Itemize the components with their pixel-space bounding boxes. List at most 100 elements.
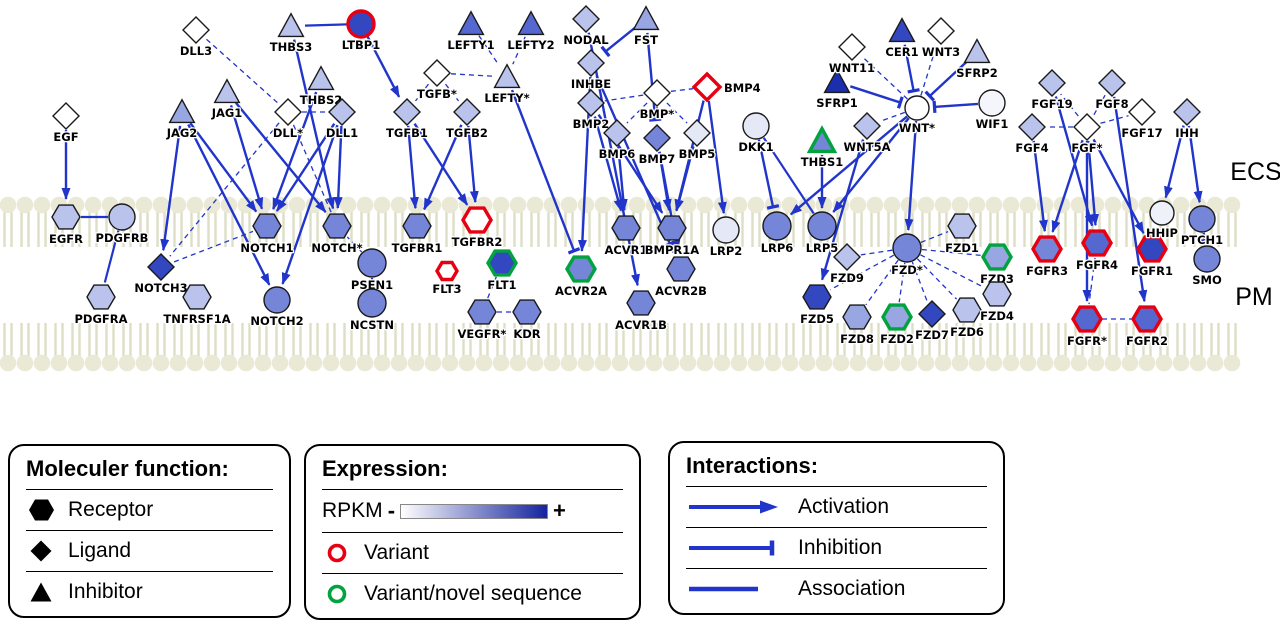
edge-FGF*-FGF17 — [1100, 115, 1129, 124]
legend-item-variant-novel-sequence: Variant/novel sequence — [322, 574, 623, 614]
node-label-DLL3: DLL3 — [180, 44, 212, 58]
node-label-TGFBR2: TGFBR2 — [452, 235, 503, 249]
node-TGFB2: TGFB2 — [445, 98, 489, 141]
node-FGFR1: FGFR1 — [1130, 235, 1174, 279]
edge-TGFB2-TGFBR1 — [423, 124, 463, 211]
legend-function-rows: Receptor Ligand Inhibitor — [26, 490, 273, 612]
legend-interactions-title: Interactions: — [686, 449, 987, 487]
node-label-BMP4: BMP4 — [724, 81, 761, 95]
node-label-TGFB1: TGFB1 — [386, 126, 428, 140]
node-TGFBR1: TGFBR1 — [390, 213, 444, 256]
line-icon — [686, 580, 786, 598]
edge-FGFR4-FGFR* — [1088, 257, 1096, 305]
rpkm-min: - — [387, 498, 396, 523]
node-label-FGFR1: FGFR1 — [1131, 264, 1173, 278]
legend-item-activation: Activation — [686, 487, 987, 528]
node-label-THBS3: THBS3 — [270, 40, 313, 54]
node-EGF: EGF — [52, 102, 80, 145]
node-FGFR2: FGFR2 — [1125, 305, 1169, 349]
node-label-WIF1: WIF1 — [976, 117, 1009, 131]
tee-icon — [686, 539, 786, 557]
legend-expression-title: Expression: — [322, 452, 623, 490]
node-DLL1: DLL1 — [325, 98, 359, 141]
node-label-FZD9: FZD9 — [830, 271, 864, 285]
edge-TGFB1-TGFBR1 — [407, 125, 419, 210]
pm-label: PM — [1235, 283, 1273, 311]
legend-molecular-function: Moleculer function: Receptor Ligand Inhibi… — [8, 444, 291, 618]
node-label-DKK1: DKK1 — [738, 140, 773, 154]
edge-PTCH1-SMO — [1198, 232, 1211, 243]
node-NOTCH2: NOTCH2 — [249, 286, 305, 329]
edge-FZD*-FZD3 — [921, 248, 983, 257]
node-FZD3: FZD3 — [979, 243, 1015, 287]
edge-FGF*-FGF19 — [1060, 93, 1079, 117]
node-WNT3: WNT3 — [921, 17, 961, 60]
edge-SFRP2-WNT* — [924, 60, 968, 102]
node-label-LEFTY2: LEFTY2 — [507, 38, 554, 52]
edge-FGF4-FGFR3 — [1032, 140, 1048, 233]
node-FLT3: FLT3 — [431, 260, 463, 297]
node-label-BMP5: BMP5 — [679, 147, 716, 161]
edge-FZD*-FZD4 — [920, 254, 984, 288]
node-label-FGFR*: FGFR* — [1067, 334, 1107, 348]
node-label-FGF*: FGF* — [1071, 141, 1102, 155]
node-label-EGFR: EGFR — [49, 232, 83, 246]
edge-WNT5A-FZD5 — [820, 139, 865, 281]
node-label-DLL1: DLL1 — [326, 126, 358, 140]
edge-FZD*-FZD9 — [860, 249, 893, 256]
node-label-FLT1: FLT1 — [487, 278, 516, 292]
node-label-BMP6: BMP6 — [599, 147, 636, 161]
node-label-TNFRSF1A: TNFRSF1A — [163, 312, 230, 326]
edge-LTBP1-TGFB1 — [366, 35, 401, 98]
node-BMP6: BMP6 — [597, 119, 637, 162]
node-label-NOTCH1: NOTCH1 — [240, 241, 293, 255]
edge-WNT*-FZD* — [904, 120, 918, 231]
node-WNT*: WNT* — [898, 95, 936, 136]
legend-label-receptor: Receptor — [68, 498, 154, 521]
node-label-BMPR1A: BMPR1A — [645, 243, 699, 257]
legend-label-inhibitor: Inhibitor — [68, 580, 143, 603]
node-label-WNT3: WNT3 — [922, 45, 960, 59]
node-label-DLL*: DLL* — [273, 126, 303, 140]
node-label-FZD*: FZD* — [891, 263, 923, 277]
node-FGF*: FGF* — [1070, 113, 1104, 156]
node-NOTCH1: NOTCH1 — [239, 213, 295, 256]
node-SMO: SMO — [1191, 245, 1223, 288]
node-label-BMP*: BMP* — [640, 107, 675, 121]
legend-expression: Expression: RPKM - + Variant Variant/novel s… — [304, 444, 641, 620]
node-TGFB*: TGFB* — [416, 59, 458, 102]
edge-JAG1-NOTCH* — [234, 102, 327, 213]
node-LRP5: LRP5 — [804, 211, 840, 256]
node-label-FGFR3: FGFR3 — [1026, 264, 1068, 278]
edge-BMP4-BMPR1A — [674, 100, 705, 212]
node-LRP2: LRP2 — [708, 216, 744, 259]
node-WIF1: WIF1 — [974, 89, 1010, 132]
edge-FGF8-FGFR2 — [1112, 96, 1148, 303]
node-label-LEFTY1: LEFTY1 — [447, 38, 494, 52]
node-BMP4: BMP4 — [691, 71, 762, 103]
node-label-ACVR1: ACVR1 — [604, 243, 647, 257]
edge-PDGFRB-PDGFRA — [103, 230, 120, 283]
rpkm-label: RPKM — [322, 499, 383, 522]
node-FZD*: FZD* — [890, 233, 924, 278]
node-LEFTY2: LEFTY2 — [506, 10, 556, 53]
network-svg: EGF JAG2 JAG1 DLL3 THBS3 LTBP1 THBS2 DLL* DLL1 TG… — [0, 5, 1280, 372]
node-label-SFRP1: SFRP1 — [816, 96, 857, 110]
node-FLT1: FLT1 — [486, 249, 518, 293]
node-CER1: CER1 — [884, 17, 920, 60]
node-label-FZD7: FZD7 — [915, 328, 949, 342]
edge-FZD*-FZD5 — [829, 254, 895, 291]
edge-DLL1-NOTCH2 — [281, 124, 339, 285]
edge-FZD*-FZD8 — [865, 259, 899, 306]
edge-WNT*-WNT5A — [879, 111, 906, 122]
node-NCSTN: NCSTN — [349, 288, 395, 333]
edge-THBS2-NOTCH1 — [272, 91, 318, 211]
node-LRP6: LRP6 — [759, 211, 795, 256]
node-label-IHH: IHH — [1175, 126, 1199, 140]
edge-WNT*-WNT11 — [861, 56, 908, 100]
node-LTBP1: LTBP1 — [340, 9, 382, 53]
edge-FZD*-FZD1 — [920, 230, 949, 244]
node-LEFTY*: LEFTY* — [483, 63, 531, 106]
legend-item-association: Association — [686, 569, 987, 609]
edge-JAG1-NOTCH1 — [229, 105, 264, 210]
